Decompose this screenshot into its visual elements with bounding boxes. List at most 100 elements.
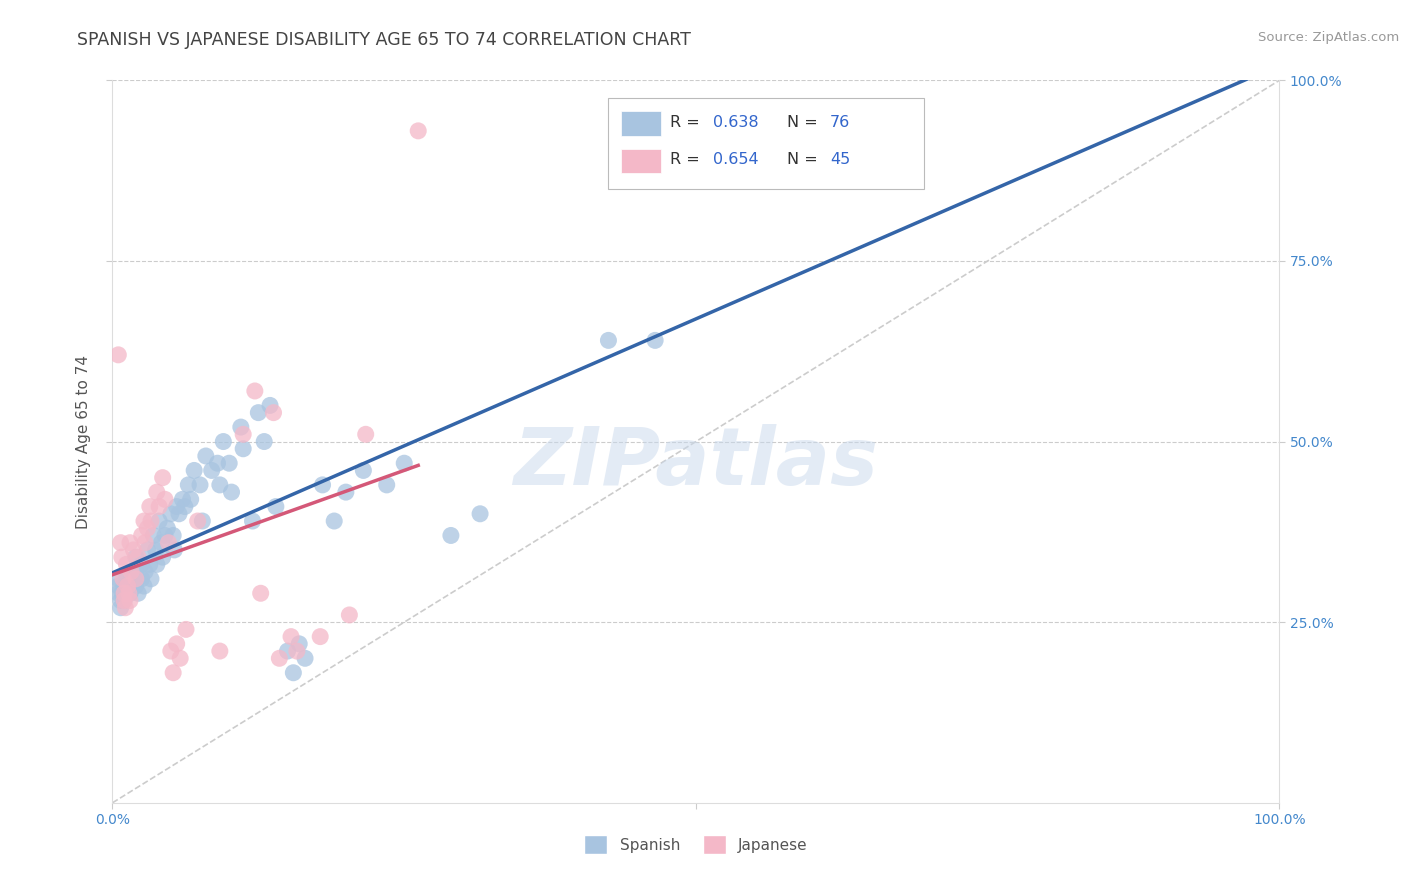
Point (156, 521, 179, 535)
Point (242, 514, 264, 528)
Point (169, 651, 191, 665)
Point (352, 463, 374, 477)
Point (173, 500, 195, 514)
Point (247, 406, 270, 420)
Point (598, 334, 620, 348)
Text: SPANISH VS JAPANESE DISABILITY AGE 65 TO 74 CORRELATION CHART: SPANISH VS JAPANESE DISABILITY AGE 65 TO… (77, 31, 692, 49)
Point (110, 600, 132, 615)
Point (139, 514, 162, 528)
Point (644, 334, 666, 348)
Legend: Spanish, Japanese: Spanish, Japanese (578, 830, 814, 860)
Point (354, 427, 377, 442)
Point (160, 644, 183, 658)
Point (157, 535, 180, 549)
Point (112, 586, 135, 600)
Point (114, 600, 136, 615)
Point (136, 542, 159, 557)
Point (132, 579, 155, 593)
Point (191, 514, 214, 528)
Point (107, 572, 129, 586)
Point (148, 500, 170, 514)
Point (111, 586, 134, 600)
Point (142, 528, 165, 542)
Point (201, 463, 224, 477)
Point (208, 644, 231, 658)
Point (644, 160, 666, 174)
Point (115, 558, 138, 572)
Point (117, 579, 139, 593)
Point (125, 579, 148, 593)
Point (107, 579, 129, 593)
Point (152, 470, 174, 484)
Text: Source: ZipAtlas.com: Source: ZipAtlas.com (1258, 31, 1399, 45)
Point (127, 550, 149, 565)
Point (118, 579, 141, 593)
Point (131, 528, 153, 542)
Point (125, 572, 148, 586)
Point (115, 572, 138, 586)
Point (269, 651, 291, 665)
Point (375, 478, 398, 492)
Point (162, 665, 184, 680)
Point (118, 586, 141, 600)
Point (111, 572, 134, 586)
Point (208, 478, 231, 492)
Point (335, 485, 357, 500)
Point (194, 449, 217, 463)
Point (146, 485, 169, 500)
Point (112, 586, 135, 600)
Point (218, 456, 240, 470)
Point (177, 478, 200, 492)
Text: R =: R = (671, 115, 706, 129)
Point (115, 579, 138, 593)
Point (440, 528, 463, 542)
Point (232, 442, 254, 456)
Point (229, 420, 252, 434)
Point (153, 492, 176, 507)
Point (125, 565, 148, 579)
Point (188, 478, 211, 492)
Point (139, 572, 162, 586)
Point (112, 579, 135, 593)
Point (127, 586, 149, 600)
FancyBboxPatch shape (621, 149, 661, 173)
Text: 45: 45 (830, 153, 851, 168)
Point (125, 550, 148, 565)
Point (131, 558, 153, 572)
Y-axis label: Disability Age 65 to 74: Disability Age 65 to 74 (76, 354, 91, 529)
Point (122, 572, 145, 586)
Point (134, 565, 156, 579)
Point (117, 572, 139, 586)
Point (259, 398, 281, 412)
Point (337, 607, 360, 622)
Point (152, 550, 174, 565)
Point (162, 528, 184, 542)
Point (146, 558, 169, 572)
Point (221, 485, 243, 500)
Point (153, 528, 176, 542)
Point (132, 514, 155, 528)
Point (167, 507, 190, 521)
Text: N =: N = (787, 115, 823, 129)
Point (264, 500, 287, 514)
Point (160, 507, 183, 521)
Point (183, 463, 205, 477)
Point (148, 514, 170, 528)
Point (263, 406, 285, 420)
Point (120, 565, 142, 579)
Point (212, 434, 235, 449)
Point (406, 124, 429, 138)
Point (288, 637, 311, 651)
Point (309, 630, 332, 644)
Text: 0.654: 0.654 (713, 153, 759, 168)
Point (118, 535, 141, 549)
FancyBboxPatch shape (609, 98, 924, 189)
Point (283, 665, 305, 680)
Point (180, 492, 202, 507)
Point (136, 521, 159, 535)
Point (172, 492, 194, 507)
Point (145, 542, 167, 557)
Point (166, 500, 188, 514)
Point (131, 572, 153, 586)
Point (120, 565, 142, 579)
